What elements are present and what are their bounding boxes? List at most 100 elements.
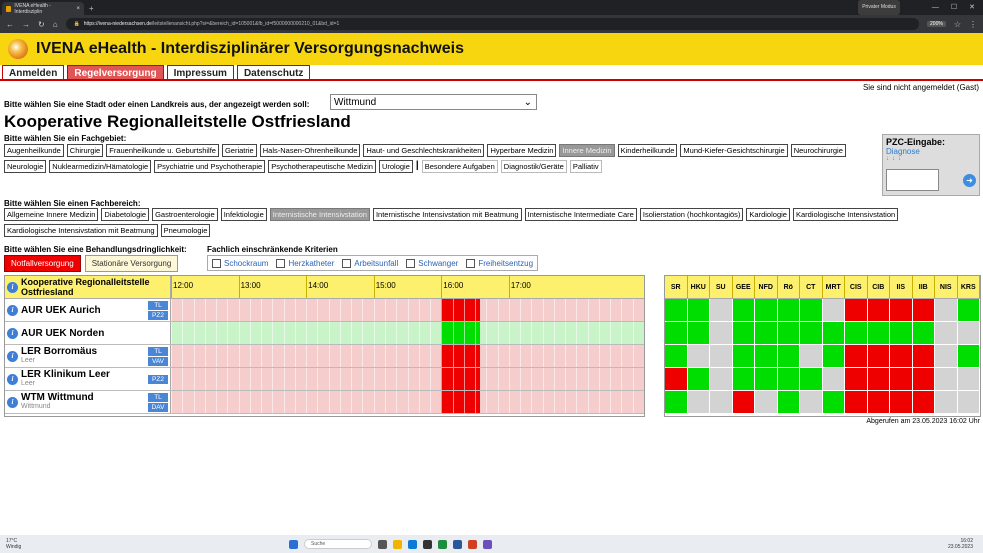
checkbox-icon[interactable]: [342, 258, 352, 268]
fachgebiet-button-innere-medizin[interactable]: Innere Medizin: [559, 144, 615, 157]
taskbar-search[interactable]: Suche: [304, 539, 372, 549]
kriterium-schockraum[interactable]: Schockraum: [212, 258, 268, 268]
fachgebiet-button-hals-nasen-ohrenheilkunde[interactable]: Hals-Nasen-Ohrenheilkunde: [259, 144, 361, 157]
menu-impressum[interactable]: Impressum: [166, 65, 234, 79]
info-icon[interactable]: i: [7, 373, 18, 385]
fachbereich-button-kardiologische-intensivstation[interactable]: Kardiologische Intensivstation: [792, 208, 899, 221]
teams-icon[interactable]: [483, 539, 492, 549]
checkbox-icon[interactable]: [406, 258, 416, 268]
hospital-name[interactable]: LER Borromäus: [21, 346, 98, 357]
clock[interactable]: 16:02 23.05.2023: [948, 538, 983, 550]
urgency-stationaer-button[interactable]: Stationäre Versorgung: [84, 255, 179, 272]
app-icon[interactable]: [423, 539, 432, 549]
hospital-name[interactable]: LER Klinikum Leer: [21, 369, 110, 380]
menu-regelversorgung[interactable]: Regelversorgung: [67, 65, 164, 79]
menu-datenschutz[interactable]: Datenschutz: [236, 65, 311, 79]
zoom-indicator[interactable]: 200%: [927, 21, 946, 27]
fachbereich-button-internistische-intensivstation[interactable]: Internistische Intensivstation: [269, 208, 370, 221]
browser-tab[interactable]: IVENA eHealth - Interdisziplin ×: [2, 2, 84, 15]
checkbox-icon[interactable]: [212, 258, 221, 268]
star-icon[interactable]: ☆: [953, 19, 961, 29]
windows-start-icon[interactable]: [289, 539, 298, 549]
info-icon[interactable]: i: [7, 281, 18, 293]
maximize-button[interactable]: ☐: [950, 4, 958, 11]
edge-icon[interactable]: [408, 539, 417, 549]
hospital-name[interactable]: AUR UEK Aurich: [21, 304, 101, 316]
fachbereich-button-gastroenterologie[interactable]: Gastroenterologie: [152, 208, 218, 221]
info-icon[interactable]: i: [7, 304, 18, 316]
fachbereich-button-infektiologie[interactable]: Infektiologie: [220, 208, 267, 221]
pdf-icon[interactable]: [468, 539, 477, 549]
city-select[interactable]: Wittmund ⌄: [330, 94, 537, 110]
info-icon[interactable]: i: [7, 350, 18, 362]
close-tab-icon[interactable]: ×: [76, 5, 80, 12]
forward-icon[interactable]: →: [22, 19, 30, 29]
fachgebiet-button-neurologie[interactable]: Neurologie: [4, 160, 47, 173]
explorer-icon[interactable]: [393, 539, 402, 549]
fachgebiet-button-urologie[interactable]: Urologie: [378, 160, 413, 173]
weather-widget[interactable]: 17°C Windig: [0, 538, 60, 550]
fachbereich-button-pneumologie[interactable]: Pneumologie: [160, 224, 211, 237]
fachgebiet-button-neurochirurgie[interactable]: Neurochirurgie: [790, 144, 846, 157]
diagnose-link[interactable]: Diagnose: [886, 147, 920, 156]
time-tick: [610, 322, 612, 344]
kriterium-freiheitsentzug[interactable]: Freiheitsentzug: [466, 258, 533, 268]
reload-icon[interactable]: ↻: [38, 19, 45, 29]
fachgebiet-button-haut-und-geschlechtskrankheiten[interactable]: Haut- und Geschlechtskrankheiten: [363, 144, 485, 157]
fachbereich-button-isolierstation-hochkontagiös[interactable]: Isolierstation (hochkontagiös): [639, 208, 744, 221]
fachbereich-button-allgemeine-innere-medizin[interactable]: Allgemeine Innere Medizin: [4, 208, 99, 221]
fachbereich-button-internistische-intensivstation-mit-beatmung[interactable]: Internistische Intensivstation mit Beatm…: [372, 208, 522, 221]
tag-badge[interactable]: TL: [148, 346, 168, 356]
fachgebiet-button-augenheilkunde[interactable]: Augenheilkunde: [4, 144, 64, 157]
back-icon[interactable]: ←: [6, 19, 14, 29]
new-tab-button[interactable]: +: [89, 4, 94, 13]
info-icon[interactable]: i: [7, 327, 18, 339]
fachgebiet-button-psychiatrie-und-psychotherapie[interactable]: Psychiatrie und Psychotherapie: [154, 160, 266, 173]
time-tick: [238, 322, 240, 344]
facility-status-cell: [687, 345, 710, 367]
excel-icon[interactable]: [438, 539, 447, 549]
hospital-name[interactable]: WTM Wittmund: [21, 392, 94, 403]
fachgebiet-button-besondere-aufgaben[interactable]: Besondere Aufgaben: [421, 160, 498, 173]
fachgebiet-button-kinderheilkunde[interactable]: Kinderheilkunde: [617, 144, 678, 157]
kriterium-arbeitsunfall[interactable]: Arbeitsunfall: [342, 258, 398, 268]
fachbereich-button-kardiologische-intensivstation-mit-beatmung[interactable]: Kardiologische Intensivstation mit Beatm…: [4, 224, 158, 237]
tag-badge[interactable]: TL: [148, 300, 168, 310]
fachbereich-button-diabetologie[interactable]: Diabetologie: [101, 208, 150, 221]
menu-anmelden[interactable]: Anmelden: [2, 65, 65, 79]
fachbereich-button-kardiologie[interactable]: Kardiologie: [746, 208, 790, 221]
urgency-notfall-button[interactable]: Notfallversorgung: [4, 255, 81, 272]
tag-badge[interactable]: DAV: [148, 402, 168, 412]
tag-badge[interactable]: TL: [148, 392, 168, 402]
time-tick: [317, 391, 319, 413]
fachbereich-button-internistische-intermediate-care[interactable]: Internistische Intermediate Care: [524, 208, 637, 221]
home-icon[interactable]: ⌂: [52, 19, 58, 29]
tag-badge[interactable]: PZ2: [148, 310, 168, 320]
arrow-right-icon[interactable]: ➜: [963, 174, 976, 187]
word-icon[interactable]: [453, 539, 462, 549]
task-view-icon[interactable]: [378, 539, 387, 549]
pzc-input[interactable]: [886, 169, 939, 191]
fachgebiet-button-mund-kiefer-gesichtschirurgie[interactable]: Mund-Kiefer-Gesichtschirurgie: [680, 144, 788, 157]
fachgebiet-button-chirurgie[interactable]: Chirurgie: [66, 144, 104, 157]
time-tick: [587, 368, 589, 390]
info-icon[interactable]: i: [7, 396, 18, 408]
checkbox-icon[interactable]: [466, 258, 476, 268]
fachgebiet-button-frauenheilkunde-u-geburtshilfe[interactable]: Frauenheilkunde u. Geburtshilfe: [106, 144, 219, 157]
fachgebiet-button-geriatrie[interactable]: Geriatrie: [221, 144, 257, 157]
menu-icon[interactable]: ⋮: [969, 19, 977, 29]
minimize-button[interactable]: —: [931, 4, 939, 11]
kriterium-schwanger[interactable]: Schwanger: [406, 258, 458, 268]
close-window-button[interactable]: ✕: [969, 4, 975, 11]
hospital-name[interactable]: AUR UEK Norden: [21, 327, 105, 339]
tag-badge[interactable]: VAV: [148, 356, 168, 366]
kriterium-herzkatheter[interactable]: Herzkatheter: [276, 258, 334, 268]
fachgebiet-button-psychotherapeutische-medizin[interactable]: Psychotherapeutische Medizin: [268, 160, 376, 173]
fachgebiet-button-hyperbare-medizin[interactable]: Hyperbare Medizin: [487, 144, 557, 157]
tag-badge[interactable]: PZ2: [148, 374, 168, 384]
fachgebiet-button-palliativ[interactable]: Palliativ: [569, 160, 602, 173]
checkbox-icon[interactable]: [276, 258, 286, 268]
address-bar[interactable]: 🔒 https://ivena-niedersachsen.de/leitstel…: [65, 18, 920, 30]
fachgebiet-button-nuklearmedizin-hämatologie[interactable]: Nuklearmedizin/Hämatologie: [49, 160, 152, 173]
fachgebiet-button-diagnostik-geräte[interactable]: Diagnostik/Geräte: [500, 160, 567, 173]
